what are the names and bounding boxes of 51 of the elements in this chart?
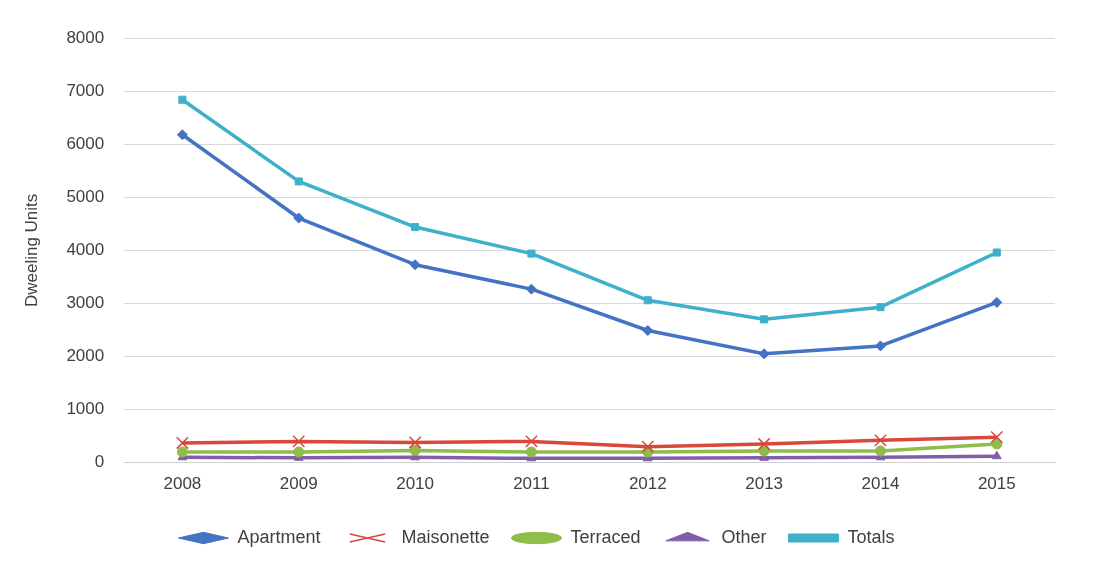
x-tick-label: 2009 — [279, 474, 318, 494]
point — [176, 446, 188, 458]
y-tick-label: 6000 — [66, 133, 105, 153]
point — [409, 259, 421, 271]
point — [876, 303, 885, 312]
x-tick-label: 2012 — [628, 474, 667, 494]
point — [874, 445, 886, 457]
point — [757, 437, 771, 451]
point — [642, 325, 654, 337]
x-tick-label: 2008 — [163, 474, 202, 494]
y-tick-label: 3000 — [66, 293, 105, 313]
y-tick-label: 5000 — [66, 187, 105, 207]
point — [525, 283, 537, 295]
point — [176, 129, 188, 141]
legend-label: Totals — [847, 526, 895, 547]
legend-label: Terraced — [570, 526, 641, 547]
point — [408, 436, 422, 449]
y-tick-label: 7000 — [66, 80, 105, 100]
point — [992, 450, 1002, 460]
point — [525, 446, 537, 458]
y-tick-label: 4000 — [66, 240, 105, 260]
point — [641, 440, 655, 454]
point — [409, 444, 421, 456]
y-tick-label: 8000 — [66, 27, 105, 47]
point — [292, 434, 306, 448]
point — [991, 296, 1003, 308]
x-tick-label: 2013 — [745, 474, 784, 494]
x-tick-label: 2014 — [861, 474, 900, 494]
y-tick-label: 0 — [94, 452, 105, 472]
point — [992, 248, 1001, 257]
legend-label: Other — [721, 526, 767, 547]
y-tick-label: 2000 — [66, 346, 105, 366]
x-tick-label: 2011 — [513, 474, 550, 494]
point — [874, 433, 887, 447]
point — [643, 296, 652, 305]
point — [525, 434, 538, 448]
point — [293, 446, 305, 458]
point — [990, 430, 1004, 444]
point — [293, 212, 305, 224]
y-tick-label: 1000 — [66, 399, 105, 419]
y-axis-title: Dweeling Units — [21, 193, 41, 308]
point — [178, 95, 187, 104]
point — [527, 249, 536, 258]
x-tick-label: 2010 — [396, 474, 434, 494]
point — [760, 315, 769, 324]
legend-label: Apartment — [237, 526, 321, 547]
x-tick-label: 2015 — [977, 474, 1016, 494]
point — [411, 223, 420, 232]
point — [294, 177, 303, 186]
legend-label: Maisonette — [401, 526, 490, 547]
point — [175, 436, 189, 450]
